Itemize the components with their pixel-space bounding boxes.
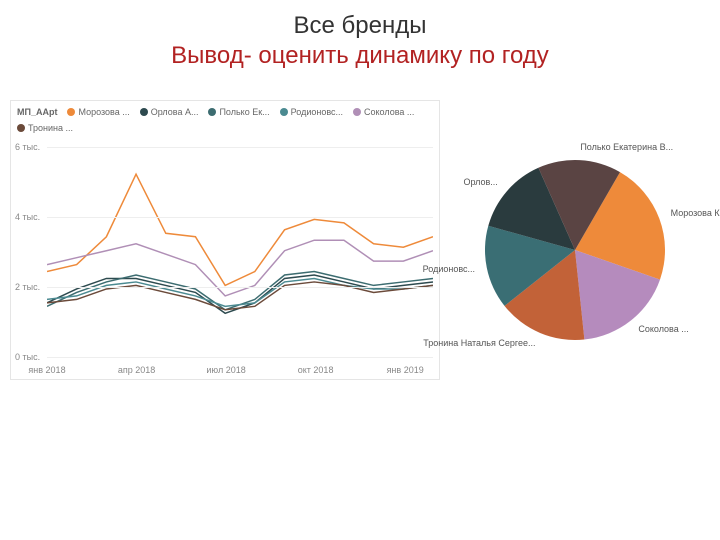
legend-label: Морозова ... bbox=[78, 107, 129, 117]
line-chart-panel: МП_AApt Морозова ... Орлова А... Полько Ек.… bbox=[10, 100, 440, 380]
legend-item: Орлова А... bbox=[140, 107, 199, 117]
legend-swatch bbox=[280, 108, 288, 116]
y-axis-label: 4 тыс. bbox=[15, 212, 40, 222]
x-axis-label: июл 2018 bbox=[206, 365, 245, 375]
legend-swatch bbox=[353, 108, 361, 116]
legend-label: Орлова А... bbox=[151, 107, 199, 117]
pie-label: Орлов... bbox=[463, 177, 497, 187]
pie-label: Соколова ... bbox=[638, 324, 688, 334]
y-axis-label: 6 тыс. bbox=[15, 142, 40, 152]
page-title-sub: Вывод- оценить динамику по году bbox=[0, 42, 720, 70]
legend-item: Морозова ... bbox=[67, 107, 129, 117]
y-axis-label: 2 тыс. bbox=[15, 282, 40, 292]
page-title-main: Все бренды bbox=[0, 12, 720, 40]
gridline bbox=[47, 147, 433, 148]
line-series bbox=[47, 174, 433, 285]
y-axis-label: 0 тыс. bbox=[15, 352, 40, 362]
x-axis-label: янв 2019 bbox=[387, 365, 424, 375]
pie-label: Морозова Кристи... bbox=[671, 208, 720, 218]
legend-swatch bbox=[17, 124, 25, 132]
legend-swatch bbox=[67, 108, 75, 116]
x-axis-label: янв 2018 bbox=[28, 365, 65, 375]
x-axis-label: окт 2018 bbox=[298, 365, 334, 375]
legend-swatch bbox=[140, 108, 148, 116]
legend-label: Родионовс... bbox=[291, 107, 343, 117]
charts-row: МП_AApt Морозова ... Орлова А... Полько Ек.… bbox=[0, 70, 720, 380]
legend-item: Полько Ек... bbox=[208, 107, 269, 117]
gridline bbox=[47, 287, 433, 288]
legend-label: Полько Ек... bbox=[219, 107, 269, 117]
legend-swatch bbox=[208, 108, 216, 116]
x-axis-label: апр 2018 bbox=[118, 365, 155, 375]
legend-item: Родионовс... bbox=[280, 107, 343, 117]
gridline bbox=[47, 217, 433, 218]
legend-prefix: МП_AApt bbox=[17, 107, 57, 117]
legend-item: Соколова ... bbox=[353, 107, 414, 117]
gridline bbox=[47, 357, 433, 358]
line-chart-plot bbox=[47, 129, 433, 355]
pie-label: Полько Екатерина В... bbox=[580, 142, 673, 152]
legend-label: Соколова ... bbox=[364, 107, 414, 117]
pie-label: Родионовс... bbox=[423, 264, 475, 274]
pie-label: Тронина Наталья Сергее... bbox=[423, 338, 535, 348]
pie-chart-panel: Морозова Кристи...Соколова ...Тронина На… bbox=[440, 100, 710, 380]
